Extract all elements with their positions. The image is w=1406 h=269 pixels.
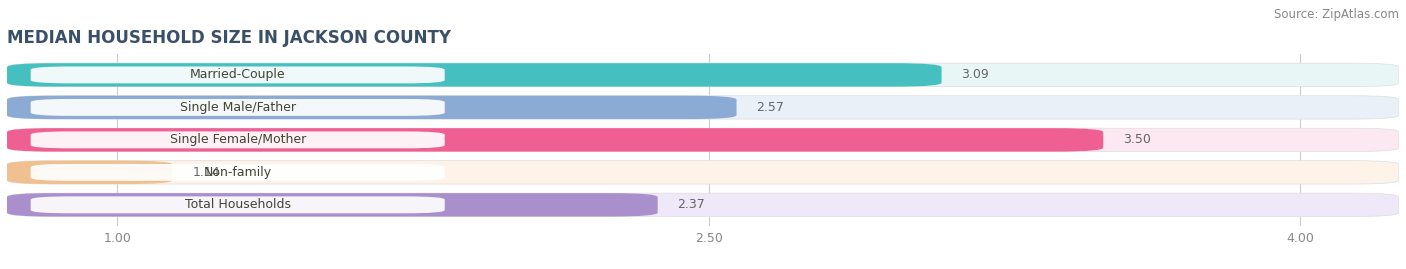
FancyBboxPatch shape xyxy=(7,193,658,217)
Text: 3.09: 3.09 xyxy=(962,68,988,82)
FancyBboxPatch shape xyxy=(7,128,1399,151)
FancyBboxPatch shape xyxy=(7,128,1104,151)
Text: 2.37: 2.37 xyxy=(678,198,706,211)
Text: Single Female/Mother: Single Female/Mother xyxy=(170,133,307,146)
FancyBboxPatch shape xyxy=(7,63,942,87)
FancyBboxPatch shape xyxy=(7,161,1399,184)
FancyBboxPatch shape xyxy=(7,96,737,119)
FancyBboxPatch shape xyxy=(31,164,444,181)
Text: 3.50: 3.50 xyxy=(1123,133,1152,146)
Text: Total Households: Total Households xyxy=(184,198,291,211)
FancyBboxPatch shape xyxy=(7,193,1399,217)
Text: Married-Couple: Married-Couple xyxy=(190,68,285,82)
FancyBboxPatch shape xyxy=(31,99,444,116)
FancyBboxPatch shape xyxy=(7,96,1399,119)
FancyBboxPatch shape xyxy=(7,63,1399,87)
FancyBboxPatch shape xyxy=(31,132,444,148)
FancyBboxPatch shape xyxy=(31,196,444,213)
FancyBboxPatch shape xyxy=(7,161,173,184)
Text: Source: ZipAtlas.com: Source: ZipAtlas.com xyxy=(1274,8,1399,21)
Text: MEDIAN HOUSEHOLD SIZE IN JACKSON COUNTY: MEDIAN HOUSEHOLD SIZE IN JACKSON COUNTY xyxy=(7,29,451,47)
Text: 1.14: 1.14 xyxy=(193,166,219,179)
Text: 2.57: 2.57 xyxy=(756,101,785,114)
FancyBboxPatch shape xyxy=(31,66,444,83)
Text: Non-family: Non-family xyxy=(204,166,271,179)
Text: Single Male/Father: Single Male/Father xyxy=(180,101,295,114)
